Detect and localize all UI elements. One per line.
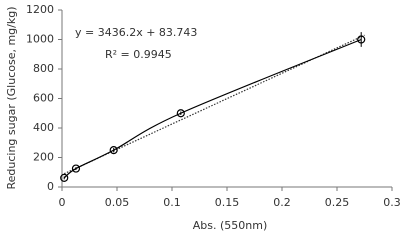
- x-tick-label: 0: [59, 196, 66, 209]
- y-tick-label: 0: [47, 180, 54, 193]
- x-tick-label: 0.2: [273, 196, 291, 209]
- x-tick-label: 0.3: [383, 196, 401, 209]
- x-tick-label: 0.15: [215, 196, 240, 209]
- x-axis-label: Abs. (550nm): [193, 219, 268, 232]
- x-tick-label: 0.05: [105, 196, 130, 209]
- y-tick-label: 600: [33, 92, 54, 105]
- y-axis-label: Reducing sugar (Glucose, mg/kg): [5, 6, 18, 189]
- trendline: [63, 34, 365, 175]
- y-tick-label: 400: [33, 121, 54, 134]
- point: [357, 35, 366, 44]
- y-tick-label: 1000: [26, 33, 54, 46]
- point: [176, 109, 185, 118]
- point: [71, 164, 81, 173]
- x-tick-label: 0.25: [325, 196, 350, 209]
- equation: y = 3436.2x + 83.743: [75, 26, 197, 39]
- y-tick-label: 800: [33, 62, 54, 75]
- y-tick-label: 1200: [26, 3, 54, 16]
- x-tick-label: 0.1: [163, 196, 181, 209]
- point: [109, 146, 118, 155]
- r-squared: R² = 0.9945: [105, 48, 172, 61]
- point: [60, 173, 69, 182]
- y-tick-label: 200: [33, 151, 54, 164]
